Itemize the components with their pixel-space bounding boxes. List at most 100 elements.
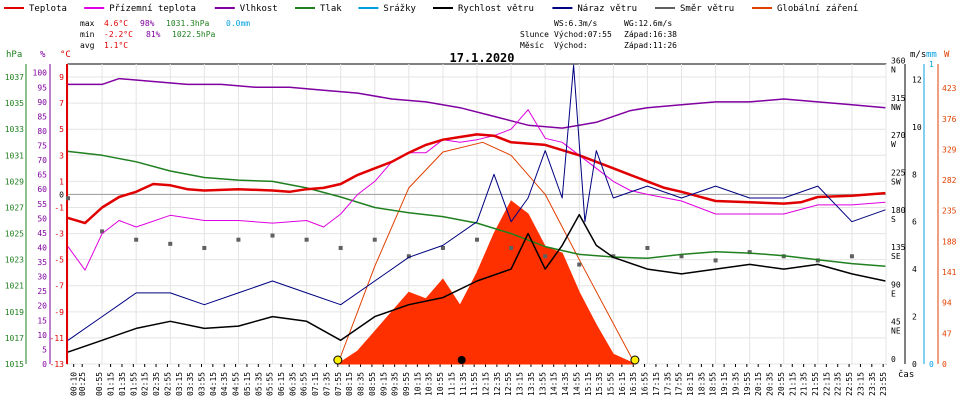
rain-unit: mm (926, 50, 937, 60)
x-tick-label: 17:35 (663, 372, 672, 396)
wind-speed-line (67, 213, 886, 353)
hum-tick-label: 25 (37, 287, 47, 296)
x-tick-label: 11:55 (470, 372, 479, 396)
x-tick-label: 18:15 (686, 372, 695, 396)
stats-min-press: 1022.5hPa (172, 30, 216, 39)
x-tick-label: 03:15 (175, 372, 184, 396)
x-tick-label: 10:35 (425, 372, 434, 396)
dir-tick-label: 360 (891, 57, 906, 66)
press-tick-label: 1015 (5, 360, 24, 369)
wind-dir-point (372, 237, 377, 242)
x-tick-label: 23:55 (879, 372, 888, 396)
wind-dir-point (134, 237, 139, 242)
temp-tick-label: 7 (59, 99, 64, 108)
wind-dir-point (679, 254, 684, 259)
temp-tick-label: -7 (54, 282, 64, 291)
wind-dir-point (645, 245, 650, 250)
dir-tick-label: 270 (891, 131, 906, 140)
x-tick-label: 05:15 (243, 372, 252, 396)
x-tick-label: 06:55 (300, 372, 309, 396)
x-tick-label: 11:15 (447, 372, 456, 396)
x-tick-label: 04:35 (220, 372, 229, 396)
dir-tick-label: 90 (891, 280, 901, 289)
rad-tick-label: 47 (942, 329, 952, 338)
wind-dir-point (475, 237, 479, 242)
temp-tick-label: -5 (54, 256, 64, 265)
legend-label: Srážky (383, 4, 416, 14)
wind-dir-point (66, 196, 70, 201)
dir-tick-label: 0 (891, 355, 896, 364)
temp-unit: °C (60, 50, 71, 60)
stats-avg-label: avg (80, 41, 95, 50)
x-tick-label: 02:55 (163, 372, 172, 396)
legend-label: Vlhkost (240, 4, 278, 14)
x-tick-label: 01:35 (118, 372, 127, 396)
hum-tick-label: 35 (37, 258, 47, 267)
hum-tick-label: 80 (37, 127, 47, 136)
press-tick-label: 1019 (5, 308, 24, 317)
rad-tick-label: 282 (942, 176, 957, 185)
wind-dir-point (338, 245, 343, 250)
x-tick-label: 23:35 (868, 372, 877, 396)
legend: Teplota Přízemní teplota Vlhkost Tlak Srážky… (4, 4, 858, 14)
dir-compass-label: SE (891, 252, 901, 261)
x-tick-label: 17:15 (652, 372, 661, 396)
wind-tick-label: 8 (912, 170, 917, 179)
wind-gust-line (67, 64, 886, 341)
dir-compass-label: W (891, 140, 896, 149)
rad-tick-label: 188 (942, 237, 957, 246)
x-tick-label: 12:35 (493, 372, 502, 396)
x-tick-label: 19:55 (743, 372, 752, 396)
dir-compass-label: NE (891, 327, 901, 336)
x-tick-label: 22:35 (834, 372, 843, 396)
x-tick-label: 05:55 (266, 372, 275, 396)
sunset-marker (630, 355, 640, 365)
hum-tick-label: 100 (33, 69, 48, 78)
hum-tick-label: 15 (37, 316, 47, 325)
press-tick-label: 1037 (5, 73, 24, 82)
legend-label: Přízemní teplota (109, 4, 196, 14)
press-tick-label: 1033 (5, 125, 24, 134)
stats-min-label: min (80, 30, 95, 39)
stats-max-press: 1031.3hPa (166, 19, 210, 28)
hum-tick-label: 90 (37, 98, 47, 107)
x-tick-label: 14:55 (572, 372, 581, 396)
x-tick-label: 02:15 (141, 372, 150, 396)
hum-tick-label: 40 (37, 243, 47, 252)
x-tick-label: 18:35 (697, 372, 706, 396)
wind-dir-point (440, 245, 445, 250)
rad-tick-label: 141 (942, 268, 957, 277)
x-tick-label: 13:15 (516, 372, 525, 396)
radiation-area (336, 200, 636, 365)
x-tick-label: 23:15 (856, 372, 865, 396)
moon-label: Měsíc (520, 41, 544, 50)
dir-tick-label: 180 (891, 206, 906, 215)
x-tick-label: 12:15 (482, 372, 491, 396)
x-tick-label: 13:35 (527, 372, 536, 396)
stats-max-hum: 98% (140, 19, 155, 28)
hum-tick-label: 70 (37, 156, 47, 165)
x-tick-label: 16:35 (629, 372, 638, 396)
x-tick-label: 05:35 (254, 372, 263, 396)
wind-tick-label: 6 (912, 218, 917, 227)
rad-tick-label: 94 (942, 299, 952, 308)
wind-dir-point (304, 237, 309, 242)
press-unit: hPa (6, 50, 22, 60)
wind-dir-point (236, 237, 241, 242)
hum-tick-label: 20 (37, 302, 47, 311)
x-tick-label: 13:55 (538, 372, 547, 396)
wind-dir-point (406, 254, 411, 259)
sunrise-time: Východ:07:55 (554, 30, 612, 39)
x-tick-label: 19:35 (731, 372, 740, 396)
hum-tick-label: 5 (42, 345, 47, 354)
press-tick-label: 1035 (5, 99, 24, 108)
dir-compass-label: S (891, 215, 896, 224)
rad-tick-label: 235 (942, 207, 957, 216)
x-tick-label: 06:15 (277, 372, 286, 396)
rad-unit: W (944, 50, 950, 60)
rad-tick-label: 423 (942, 84, 957, 93)
x-tick-label: 04:55 (232, 372, 241, 396)
hum-tick-label: 85 (37, 112, 47, 121)
x-tick-label: 09:35 (391, 372, 400, 396)
hum-tick-label: 60 (37, 185, 47, 194)
